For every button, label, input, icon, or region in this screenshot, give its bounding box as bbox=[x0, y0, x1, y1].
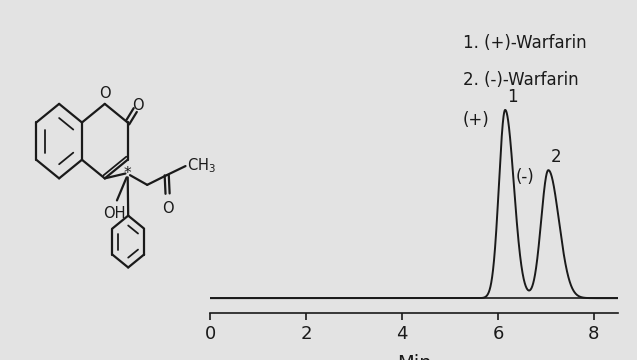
Text: 2. (-)-Warfarin: 2. (-)-Warfarin bbox=[463, 71, 578, 89]
Text: O: O bbox=[162, 201, 174, 216]
Text: 1: 1 bbox=[507, 88, 518, 106]
Text: CH$_3$: CH$_3$ bbox=[187, 156, 217, 175]
Text: OH: OH bbox=[103, 206, 125, 221]
Text: 2: 2 bbox=[551, 148, 562, 166]
Text: (-): (-) bbox=[515, 167, 534, 185]
X-axis label: Min: Min bbox=[397, 354, 431, 360]
Text: *: * bbox=[124, 166, 131, 181]
Text: O: O bbox=[99, 86, 111, 101]
Text: (+): (+) bbox=[463, 111, 490, 129]
Text: 1. (+)-Warfarin: 1. (+)-Warfarin bbox=[463, 34, 587, 52]
Text: O: O bbox=[132, 98, 144, 113]
